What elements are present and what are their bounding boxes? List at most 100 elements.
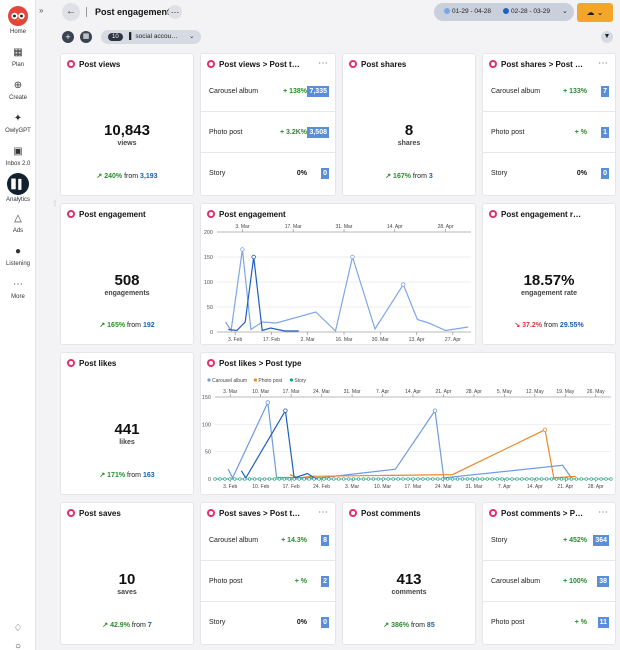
bar-chart-icon: ▌ bbox=[129, 33, 134, 40]
title-more-button[interactable]: … bbox=[168, 5, 182, 19]
row-name: Carousel album bbox=[491, 578, 541, 585]
date-range-picker[interactable]: 01-29 - 04-28 02-28 - 03-29 ⌄ bbox=[434, 3, 574, 21]
data-point bbox=[401, 282, 406, 287]
top-tick-label: 14. Apr bbox=[405, 389, 421, 395]
nav-plan[interactable]: ▦ Plan bbox=[0, 46, 36, 68]
calendar-button[interactable]: ▦ bbox=[80, 31, 92, 43]
story-zero-point bbox=[243, 477, 247, 481]
post-shares-by-type-card: Post shares > Post … ⋯ Carousel album + 1… bbox=[482, 53, 616, 196]
cloud-download-icon: ☁ bbox=[586, 8, 595, 17]
bottom-tick-label: 27. Apr bbox=[445, 337, 461, 343]
instagram-icon bbox=[349, 509, 357, 517]
from-label: from bbox=[412, 173, 427, 180]
nav-listening-label: Listening bbox=[5, 261, 31, 267]
row-change: + 133% bbox=[563, 88, 587, 95]
metric-unit: engagement rate bbox=[520, 290, 578, 297]
chevron-down-icon: ⌄ bbox=[562, 8, 568, 15]
story-zero-point bbox=[257, 477, 262, 481]
story-zero-point bbox=[436, 477, 440, 481]
post-saves-card: Post saves 10 saves ↗ 42.9% from 7 bbox=[60, 502, 194, 645]
instagram-icon bbox=[207, 359, 215, 367]
row-value: 0 bbox=[321, 168, 329, 179]
story-zero-point bbox=[446, 477, 450, 481]
story-zero-point bbox=[228, 477, 232, 481]
story-zero-point bbox=[569, 477, 574, 481]
card-more-icon[interactable]: ⋯ bbox=[318, 58, 329, 69]
back-button[interactable]: ← bbox=[62, 3, 80, 21]
bottom-tick-label: 2. Mar bbox=[301, 337, 316, 343]
date-range-1-text: 01-29 - 04-28 bbox=[452, 8, 492, 15]
notifications-button[interactable]: ♢ bbox=[0, 622, 36, 636]
top-tick-label: 17. Mar bbox=[285, 224, 302, 230]
y-tick-label: 200 bbox=[204, 230, 213, 236]
engagement-line-chart[interactable]: 0 50 100 150 200 3. Mar 17. Mar 31. Mar 14. Apr 2… bbox=[201, 220, 477, 344]
metric-change: ↗ 165% from 192 bbox=[61, 321, 193, 329]
export-button[interactable]: ☁ ⌄ bbox=[577, 3, 613, 22]
story-zero-point bbox=[282, 477, 286, 481]
filter-button[interactable]: ▼ bbox=[601, 31, 613, 43]
row-value: 364 bbox=[593, 535, 609, 546]
row-name: Carousel album bbox=[209, 88, 259, 95]
nav-more-label: More bbox=[11, 294, 25, 300]
nav-ads[interactable]: △ Ads bbox=[0, 212, 36, 234]
change-percent: 240% bbox=[104, 173, 123, 180]
card-more-icon[interactable]: ⋯ bbox=[318, 507, 329, 518]
bottom-tick-label: 24. Mar bbox=[435, 484, 452, 490]
card-title: Post likes bbox=[67, 359, 116, 368]
bottom-tick-label: 14. Apr bbox=[527, 484, 543, 490]
nav-listening[interactable]: ● Listening bbox=[0, 245, 36, 267]
row-change: + 14.3% bbox=[281, 537, 307, 544]
likes-line-chart[interactable]: 0 50 100 150 3. Mar 10. Mar 17. Mar 24. Mar 31. … bbox=[201, 369, 617, 494]
trend-up-icon: ↗ bbox=[383, 622, 390, 629]
resize-handle[interactable]: ⋮ bbox=[52, 201, 58, 207]
nav-owlygpt[interactable]: ✦ OwlyGPT bbox=[0, 112, 36, 134]
story-zero-point bbox=[302, 477, 306, 481]
top-tick-label: 12. May bbox=[526, 389, 544, 395]
nav-home[interactable]: Home bbox=[0, 5, 36, 35]
story-zero-point bbox=[441, 477, 445, 481]
series-line bbox=[289, 428, 576, 479]
add-filter-button[interactable]: + bbox=[62, 31, 74, 43]
metric-change: ↗ 386% from 85 bbox=[343, 621, 475, 629]
legend-marker bbox=[289, 378, 293, 382]
plus-icon: + bbox=[65, 32, 71, 42]
nav-inbox-label: Inbox 2.0 bbox=[5, 161, 31, 167]
social-accounts-filter[interactable]: 10 ▌ social accou… ⌄ bbox=[101, 30, 201, 44]
story-zero-point bbox=[238, 477, 242, 481]
row-name: Photo post bbox=[491, 129, 525, 136]
card-title: Post likes > Post type bbox=[207, 359, 301, 368]
story-zero-point bbox=[361, 477, 366, 481]
row-value: 7 bbox=[601, 86, 609, 97]
card-title: Post shares bbox=[349, 60, 406, 69]
data-point bbox=[432, 408, 438, 413]
post-engagement-card: Post engagement 508 engagements ↗ 165% f… bbox=[60, 203, 194, 345]
table-row: Story 0% 0 bbox=[201, 154, 335, 194]
date-range-compare: 02-28 - 03-29 bbox=[503, 8, 550, 15]
row-change: + 138% bbox=[283, 88, 307, 95]
nav-more[interactable]: ⋯ More bbox=[0, 278, 36, 300]
previous-value: 29.55% bbox=[559, 322, 584, 329]
story-zero-point bbox=[277, 477, 281, 481]
collapse-nav-button[interactable]: » bbox=[39, 6, 49, 18]
nav-create[interactable]: ⊕ Create bbox=[0, 79, 36, 101]
help-button[interactable]: ○ bbox=[0, 640, 36, 650]
nav-analytics[interactable]: ▋▌ Analytics bbox=[0, 173, 36, 203]
post-likes-card: Post likes 441 likes ↗ 171% from 163 bbox=[60, 352, 194, 495]
story-zero-point bbox=[272, 477, 276, 481]
story-zero-point bbox=[604, 477, 608, 481]
nav-owlygpt-label: OwlyGPT bbox=[5, 128, 31, 134]
bottom-tick-label: 31. Mar bbox=[465, 484, 482, 490]
ellipsis-icon: … bbox=[170, 5, 180, 15]
metric-value: 10 bbox=[118, 571, 136, 588]
card-more-icon[interactable]: ⋯ bbox=[598, 507, 609, 518]
card-more-icon[interactable]: ⋯ bbox=[598, 58, 609, 69]
legend-marker bbox=[253, 378, 257, 382]
sparkles-icon: ✦ bbox=[13, 113, 23, 124]
table-row: Story + 452% 364 bbox=[483, 521, 615, 561]
nav-inbox[interactable]: ▣ Inbox 2.0 bbox=[0, 145, 36, 167]
funnel-icon: ▼ bbox=[603, 33, 611, 40]
change-percent: 42.9% bbox=[110, 622, 130, 629]
story-zero-point bbox=[421, 477, 425, 481]
y-tick-label: 100 bbox=[202, 422, 211, 428]
nav-plan-label: Plan bbox=[11, 62, 24, 68]
